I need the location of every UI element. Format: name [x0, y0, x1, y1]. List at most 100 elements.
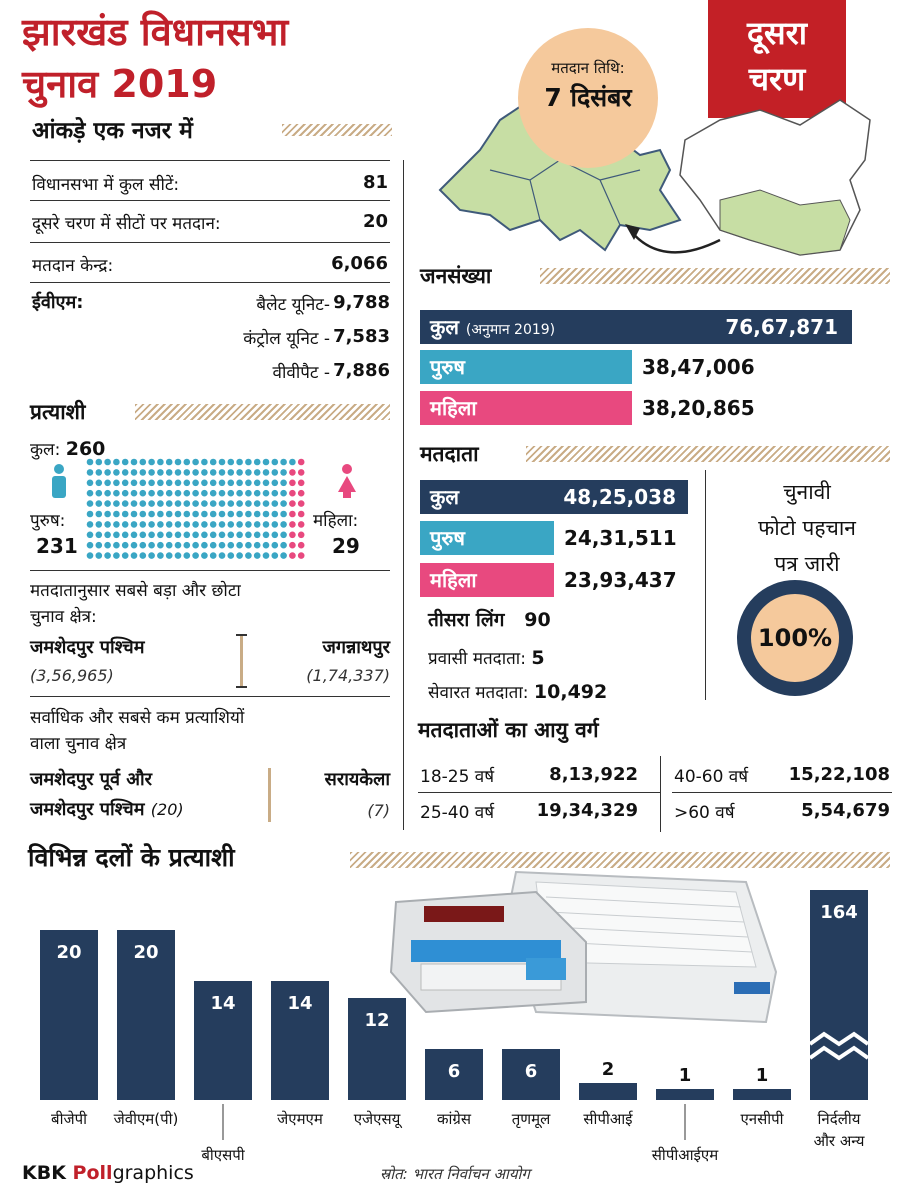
male-candidate-dot [104, 479, 111, 487]
male-candidate-dot [271, 531, 279, 539]
largest-smallest-heading: मतदातानुसार सबसे बड़ा और छोटा चुनाव क्षे… [30, 578, 241, 630]
male-candidate-dot [201, 541, 208, 549]
male-candidate-dot [86, 458, 94, 466]
male-candidate-dot [121, 552, 129, 559]
party-bar-value: 12 [364, 1010, 389, 1031]
male-candidate-dot [130, 531, 138, 539]
male-candidate-dot [201, 469, 208, 476]
male-candidate-dot [104, 552, 111, 559]
male-candidate-dot [165, 458, 173, 466]
male-candidate-dot [227, 500, 235, 507]
most-candidates-count: (20) [150, 800, 184, 819]
male-candidate-dot [95, 479, 103, 487]
male-candidate-dot [104, 489, 111, 497]
male-candidate-dot [201, 489, 208, 497]
male-candidate-dot [104, 521, 111, 528]
male-candidate-dot [209, 510, 217, 518]
male-candidate-dot [201, 458, 208, 466]
male-candidate-dot [253, 541, 261, 549]
male-candidate-dot [157, 458, 164, 466]
male-candidate-dot [174, 500, 182, 507]
male-candidate-dot [253, 489, 261, 497]
male-candidate-dot [113, 510, 120, 518]
male-candidate-dot [174, 458, 182, 466]
least-candidates-count: (7) [367, 801, 390, 820]
male-candidate-dot [236, 521, 243, 528]
epic-line-2: फोटो पहचान [758, 516, 856, 540]
party-bar-value: 6 [448, 1061, 461, 1082]
divider [418, 792, 660, 793]
population-divider [540, 268, 890, 284]
male-candidate-dot [253, 531, 261, 539]
party-bar-value: 1 [756, 1065, 769, 1086]
male-candidate-dot [165, 479, 173, 487]
population-female-bar: महिला [420, 391, 632, 425]
male-candidate-dot [148, 500, 155, 507]
smallest-constituency-voters: (1,74,337) [306, 666, 390, 685]
party-bar [194, 981, 252, 1100]
male-candidate-dot [245, 552, 252, 559]
male-candidate-dot [236, 458, 243, 466]
male-candidate-dot [174, 541, 182, 549]
brand-suffix: graphics [112, 1162, 194, 1184]
voters-heading: मतदाता [420, 442, 479, 466]
male-candidate-dot [183, 489, 191, 497]
male-candidate-dot [280, 510, 287, 518]
male-candidate-dot [121, 541, 129, 549]
brand-prefix: KBK [22, 1162, 73, 1184]
vvpat-label: वीवीपैट - [272, 363, 330, 383]
male-candidate-dot [104, 469, 111, 476]
male-candidate-dot [253, 552, 261, 559]
stage-line-2: चरण [748, 60, 806, 98]
male-candidate-dot [174, 489, 182, 497]
total-seats-label: विधानसभा में कुल सीटें: [32, 175, 180, 195]
male-candidate-dot [86, 541, 94, 549]
male-candidate-dot [262, 489, 270, 497]
female-candidate-dot [297, 510, 305, 518]
population-female-value: 38,20,865 [642, 396, 755, 420]
candidates-heading: प्रत्याशी [30, 400, 86, 424]
party-bar-value: 6 [525, 1061, 538, 1082]
divider [660, 756, 661, 832]
male-candidate-dot [174, 479, 182, 487]
candidates-male-label: पुरुष: [30, 511, 66, 531]
male-candidate-dot [218, 552, 226, 559]
male-candidate-dot [183, 510, 191, 518]
female-candidate-dot [289, 552, 296, 559]
female-candidate-dot [297, 500, 305, 507]
party-label: और अन्य [814, 1132, 865, 1150]
male-candidate-dot [183, 521, 191, 528]
male-candidate-dot [148, 489, 155, 497]
male-candidate-dot [227, 541, 235, 549]
voters-female-value: 23,93,437 [564, 568, 677, 592]
male-candidate-dot [245, 458, 252, 466]
male-candidate-dot [201, 479, 208, 487]
male-candidate-dot [174, 510, 182, 518]
male-candidate-dot [227, 510, 235, 518]
control-unit-value: 7,583 [333, 326, 390, 347]
polling-centers-value: 6,066 [331, 253, 388, 274]
male-candidate-dot [165, 500, 173, 507]
male-candidate-dot [165, 469, 173, 476]
party-chart-heading: विभिन्न दलों के प्रत्याशी [28, 843, 235, 872]
party-bar-value: 20 [56, 942, 81, 963]
poll-date: 7 दिसंबर [544, 83, 632, 112]
male-candidate-dot [262, 479, 270, 487]
male-candidate-dot [139, 469, 147, 476]
male-candidate-dot [86, 531, 94, 539]
male-candidate-dot [236, 541, 243, 549]
male-candidate-dot [113, 541, 120, 549]
male-candidate-dot [130, 521, 138, 528]
male-candidate-dot [148, 479, 155, 487]
party-label: एजेएसयू [354, 1110, 403, 1129]
brand-logo: KBK Pollgraphics [22, 1162, 194, 1184]
male-candidate-dot [209, 541, 217, 549]
male-candidate-dot [165, 510, 173, 518]
epic-label: चुनावी फोटो पहचान पत्र जारी [712, 474, 902, 582]
male-candidate-dot [104, 541, 111, 549]
male-candidate-dot [113, 479, 120, 487]
male-candidate-dot [227, 531, 235, 539]
male-candidate-dot [218, 541, 226, 549]
male-candidate-dot [130, 458, 138, 466]
phase-seats-label: दूसरे चरण में सीटों पर मतदान: [32, 214, 221, 234]
